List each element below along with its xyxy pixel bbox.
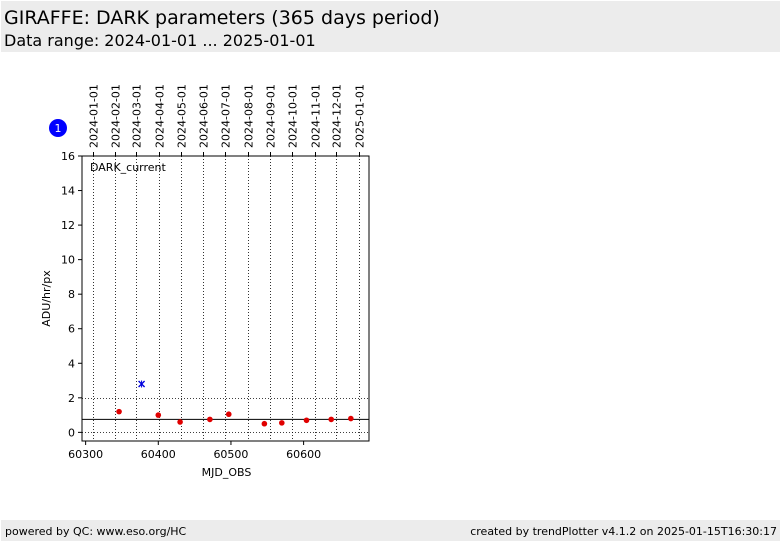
x-axis-ticks: 60300 60400 60500 60600 [68,441,321,461]
y-tick-label: 10 [61,254,75,267]
header-bar: GIRAFFE: DARK parameters (365 days perio… [1,1,780,52]
date-tick-label: 2024-06-01 [198,84,211,148]
date-tick-label: 2025-01-01 [354,84,367,148]
date-tick-label: 2024-08-01 [243,84,256,148]
y-axis-ticks: 0 2 4 6 8 10 12 14 16 [61,150,82,439]
x-tick-label: 60300 [68,448,103,461]
date-tick-label: 2024-05-01 [176,84,189,148]
data-points [116,380,354,427]
x-tick-label: 60400 [141,448,176,461]
data-point [116,408,122,415]
date-tick-label: 2024-10-01 [287,84,300,148]
date-tick-label: 2024-12-01 [331,84,344,148]
date-tick-label: 2024-04-01 [154,84,167,148]
data-point [207,416,213,423]
data-point [328,416,335,423]
date-tick-label: 2024-02-01 [110,84,123,148]
x-tick-label: 60500 [213,448,248,461]
data-point [303,417,310,424]
date-tick-label: 2024-11-01 [310,84,323,148]
y-tick-label: 4 [68,357,75,370]
y-tick-label: 8 [68,288,75,301]
y-tick-label: 6 [68,323,75,336]
data-point [261,420,268,427]
footer-timestamp: created by trendPlotter v4.1.2 on 2025-0… [470,525,777,538]
y-tick-label: 14 [61,185,75,198]
data-point [225,411,232,418]
panel-badge-label: 1 [55,122,62,135]
data-point [177,419,183,425]
data-point [155,412,162,418]
footer-bar: powered by QC: www.eso.org/HC created by… [1,520,780,541]
reference-lines [82,398,369,433]
y-tick-label: 16 [61,150,75,163]
date-tick-label: 2024-09-01 [265,84,278,148]
panel-badge [49,119,67,137]
data-point [348,415,354,422]
x-tick-label: 60600 [286,448,321,461]
y-tick-label: 12 [61,219,75,232]
date-tick-label: 2024-03-01 [131,84,144,148]
date-tick-label: 2024-01-01 [88,84,101,148]
panel-label: DARK_current [90,161,167,174]
data-point [279,420,285,426]
data-range-subtitle: Data range: 2024-01-01 ... 2025-01-01 [4,31,316,50]
grid-lines [93,156,360,441]
page-title: GIRAFFE: DARK parameters (365 days perio… [4,7,440,29]
y-tick-label: 2 [68,392,75,405]
footer-credit: powered by QC: www.eso.org/HC [5,525,187,538]
data-point-x [138,380,146,388]
date-axis-ticks: 2024-01-01 2024-02-01 2024-03-01 2024-04-01… [88,84,367,156]
y-axis-label: ADU/hr/px [40,270,53,327]
x-axis-label: MJD_OBS [202,466,252,479]
date-tick-label: 2024-07-01 [220,84,233,148]
y-tick-label: 0 [68,426,75,439]
